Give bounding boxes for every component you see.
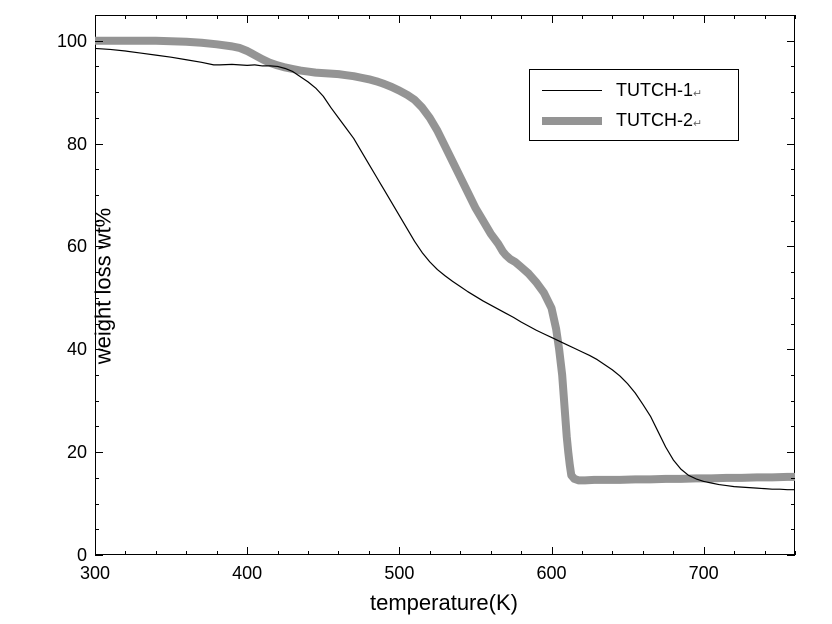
y-axis-label: weight loss wt% <box>90 208 116 365</box>
legend-entry: TUTCH-2↵ <box>542 110 702 131</box>
x-axis-label: temperature(K) <box>370 590 518 616</box>
legend-entry: TUTCH-1↵ <box>542 80 702 101</box>
legend-label: TUTCH-1↵ <box>616 80 702 101</box>
tga-chart: weight loss wt% temperature(K) 020406080… <box>0 0 832 624</box>
legend-label: TUTCH-2↵ <box>616 110 702 131</box>
legend: TUTCH-1↵ TUTCH-2↵ <box>529 69 739 141</box>
legend-swatch <box>542 117 602 125</box>
legend-swatch <box>542 90 602 91</box>
